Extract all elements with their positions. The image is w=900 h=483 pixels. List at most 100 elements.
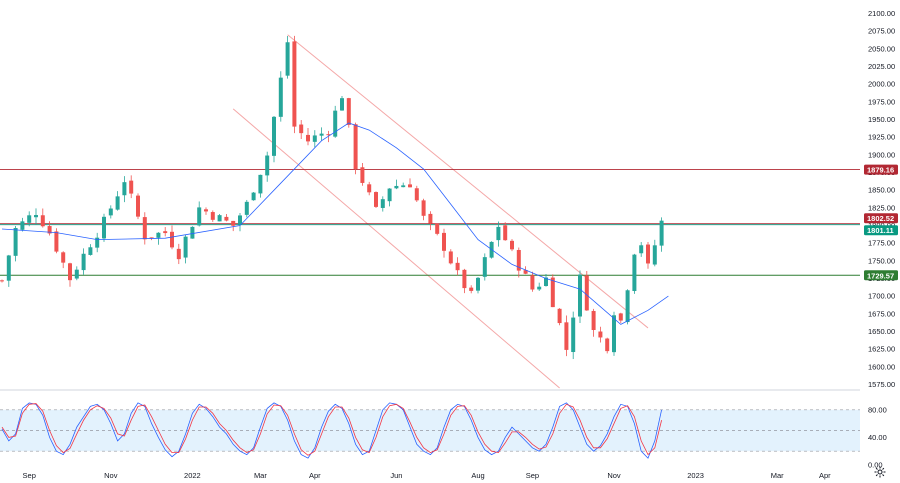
- candle[interactable]: [659, 217, 664, 252]
- candle[interactable]: [564, 315, 569, 357]
- oscillator-axis[interactable]: 80.00 40.00 0.00: [868, 405, 887, 469]
- candle[interactable]: [510, 239, 514, 252]
- candle[interactable]: [394, 179, 399, 190]
- candle[interactable]: [503, 222, 508, 241]
- candle[interactable]: [238, 213, 242, 232]
- candle[interactable]: [40, 208, 45, 228]
- candle[interactable]: [176, 243, 181, 265]
- candle[interactable]: [578, 270, 582, 323]
- candle[interactable]: [442, 228, 446, 258]
- candle[interactable]: [408, 178, 412, 188]
- candle[interactable]: [360, 163, 365, 186]
- candle[interactable]: [333, 105, 338, 138]
- candle[interactable]: [367, 181, 372, 196]
- time-axis[interactable]: Sep Nov 2022 Mar Apr Jun Aug Sep Nov 2023 Mar Apr: [23, 471, 832, 480]
- candle[interactable]: [190, 226, 195, 239]
- candle[interactable]: [462, 268, 467, 294]
- candle[interactable]: [27, 211, 32, 227]
- candle[interactable]: [469, 285, 474, 294]
- candle[interactable]: [618, 312, 623, 324]
- candle[interactable]: [136, 193, 140, 220]
- candle[interactable]: [428, 211, 433, 231]
- candle[interactable]: [108, 205, 113, 219]
- candle[interactable]: [6, 254, 11, 287]
- candle[interactable]: [129, 175, 134, 199]
- candle[interactable]: [632, 253, 637, 294]
- candle-body: [544, 277, 548, 287]
- candle[interactable]: [231, 220, 236, 232]
- candle[interactable]: [312, 130, 317, 148]
- candle[interactable]: [13, 226, 18, 262]
- candle[interactable]: [34, 208, 38, 225]
- candle[interactable]: [414, 185, 419, 202]
- candle[interactable]: [102, 213, 106, 242]
- candle[interactable]: [0, 279, 4, 283]
- candle[interactable]: [387, 188, 392, 207]
- candle[interactable]: [530, 271, 535, 292]
- candle[interactable]: [482, 253, 487, 281]
- channel-line[interactable]: [287, 34, 649, 329]
- candle[interactable]: [61, 251, 66, 269]
- candle[interactable]: [537, 282, 542, 291]
- candle[interactable]: [204, 207, 208, 215]
- candle[interactable]: [95, 232, 100, 253]
- candle[interactable]: [652, 239, 657, 267]
- candle[interactable]: [455, 257, 460, 276]
- candle[interactable]: [142, 212, 147, 245]
- candle[interactable]: [476, 276, 480, 294]
- candle[interactable]: [251, 192, 256, 201]
- candle[interactable]: [516, 247, 521, 278]
- candle[interactable]: [88, 244, 93, 256]
- candle[interactable]: [435, 223, 440, 236]
- candle[interactable]: [557, 308, 562, 326]
- candle-body: [360, 167, 365, 183]
- candle[interactable]: [258, 174, 263, 198]
- candle[interactable]: [265, 151, 270, 182]
- candle[interactable]: [292, 35, 297, 134]
- candle[interactable]: [20, 217, 25, 232]
- candle[interactable]: [217, 213, 222, 222]
- candle[interactable]: [47, 221, 52, 236]
- candle[interactable]: [584, 271, 589, 311]
- candle[interactable]: [380, 196, 385, 212]
- candle[interactable]: [612, 311, 616, 356]
- gear-icon[interactable]: [874, 466, 886, 478]
- candle[interactable]: [68, 262, 72, 287]
- price-axis[interactable]: 2100.00 2075.00 2050.00 2025.00 2000.00 1975.…: [868, 9, 895, 389]
- candle[interactable]: [74, 266, 79, 281]
- candle[interactable]: [571, 311, 576, 360]
- candle[interactable]: [306, 128, 310, 146]
- candle[interactable]: [353, 122, 358, 175]
- candle[interactable]: [374, 191, 378, 209]
- candle[interactable]: [340, 95, 344, 111]
- candle[interactable]: [285, 36, 290, 79]
- candle[interactable]: [639, 242, 644, 257]
- candle[interactable]: [550, 274, 555, 308]
- candle[interactable]: [115, 191, 120, 211]
- channel-line[interactable]: [232, 108, 560, 389]
- candle[interactable]: [646, 242, 650, 269]
- candle[interactable]: [224, 214, 229, 222]
- candle[interactable]: [122, 176, 127, 203]
- candle[interactable]: [605, 337, 610, 354]
- candle[interactable]: [81, 248, 86, 275]
- candle[interactable]: [421, 198, 426, 221]
- candle[interactable]: [278, 71, 283, 122]
- candle[interactable]: [244, 199, 249, 218]
- candle[interactable]: [496, 221, 501, 247]
- candle[interactable]: [197, 201, 202, 227]
- candle[interactable]: [319, 127, 324, 141]
- candle[interactable]: [591, 308, 596, 337]
- candle[interactable]: [448, 249, 453, 265]
- candle[interactable]: [299, 120, 304, 139]
- candle[interactable]: [210, 210, 215, 222]
- candle[interactable]: [625, 289, 630, 325]
- candle[interactable]: [272, 115, 276, 163]
- candle[interactable]: [54, 228, 59, 254]
- candle[interactable]: [401, 182, 406, 188]
- candle[interactable]: [544, 274, 548, 287]
- candle[interactable]: [163, 227, 168, 237]
- candle[interactable]: [598, 326, 603, 343]
- candle[interactable]: [183, 235, 188, 264]
